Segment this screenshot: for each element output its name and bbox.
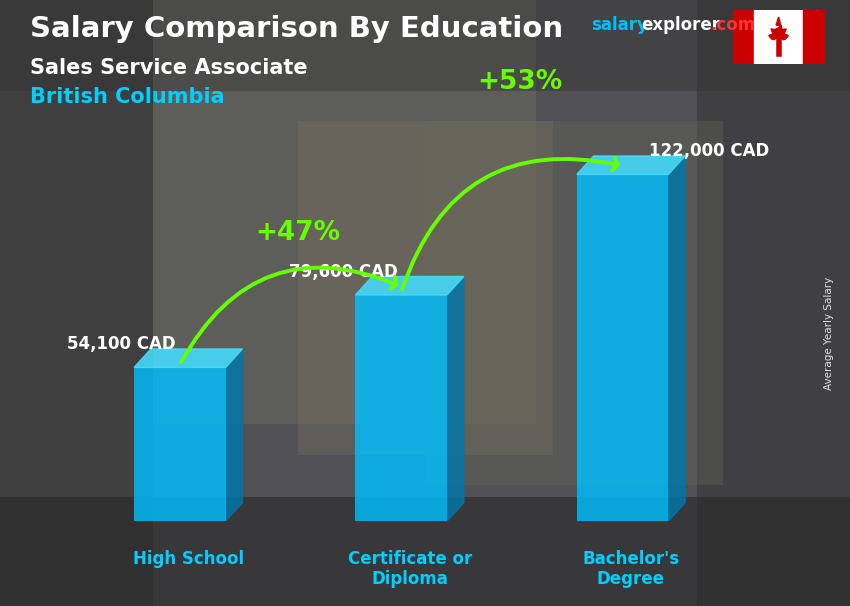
Text: .com: .com	[710, 16, 755, 34]
Bar	[355, 295, 447, 521]
Text: Sales Service Associate: Sales Service Associate	[30, 58, 308, 78]
Bar	[298, 121, 552, 454]
Bar	[0, 0, 153, 606]
Bar	[697, 0, 850, 606]
Text: 54,100 CAD: 54,100 CAD	[67, 335, 176, 353]
Polygon shape	[668, 156, 685, 521]
Text: +47%: +47%	[256, 220, 341, 245]
Text: Bachelor's
Degree: Bachelor's Degree	[582, 550, 679, 588]
Polygon shape	[577, 156, 685, 175]
Text: Salary Comparison By Education: Salary Comparison By Education	[30, 15, 563, 43]
Polygon shape	[768, 17, 789, 39]
Text: +53%: +53%	[477, 69, 562, 95]
Text: Certificate or
Diploma: Certificate or Diploma	[348, 550, 472, 588]
Text: salary: salary	[591, 16, 648, 34]
Polygon shape	[134, 349, 242, 367]
Polygon shape	[226, 349, 242, 521]
Bar	[577, 175, 668, 521]
Bar	[0, 0, 850, 91]
Bar	[0, 497, 850, 606]
Text: explorer: explorer	[642, 16, 721, 34]
Bar	[134, 367, 226, 521]
Bar	[733, 10, 754, 64]
Text: 122,000 CAD: 122,000 CAD	[649, 142, 769, 160]
Polygon shape	[447, 276, 464, 521]
Text: Average Yearly Salary: Average Yearly Salary	[824, 277, 834, 390]
Bar	[803, 10, 824, 64]
Text: High School: High School	[133, 550, 244, 568]
Bar	[754, 10, 803, 64]
Text: British Columbia: British Columbia	[30, 87, 224, 107]
Text: 79,600 CAD: 79,600 CAD	[289, 263, 398, 281]
Bar	[425, 121, 722, 485]
Polygon shape	[355, 276, 464, 295]
Bar	[153, 0, 536, 424]
